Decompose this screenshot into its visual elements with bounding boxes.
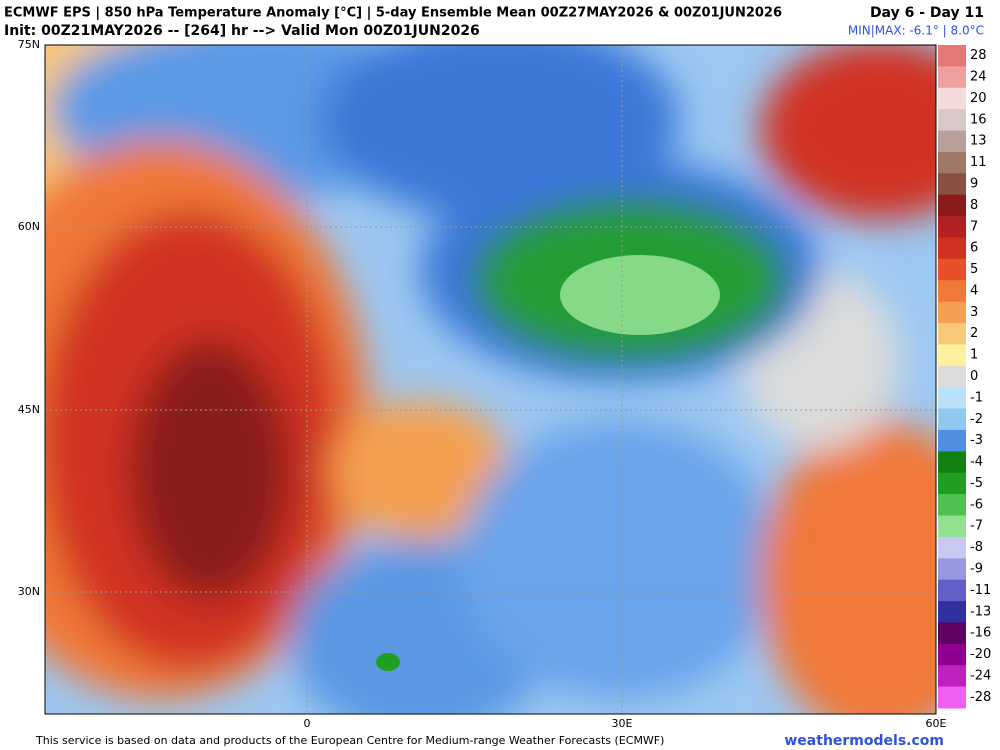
colorbar-label: 28 (970, 48, 987, 63)
colorbar-label: 13 (970, 134, 987, 149)
colorbar-label: 4 (970, 283, 978, 298)
colorbar-label: -3 (970, 433, 983, 448)
colorbar-label: -24 (970, 668, 991, 683)
colorbar-label: -7 (970, 519, 983, 534)
colorbar-swatch (938, 194, 966, 217)
lat-label: 30N (18, 585, 40, 598)
colorbar-label: -13 (970, 604, 991, 619)
colorbar-swatch (938, 451, 966, 474)
colorbar-swatch (938, 558, 966, 581)
colorbar-label: 6 (970, 241, 978, 256)
colorbar-label: -20 (970, 647, 991, 662)
colorbar-swatch (938, 45, 966, 67)
lat-label: 45N (18, 403, 40, 416)
colorbar-label: 2 (970, 326, 978, 341)
title: ECMWF EPS | 850 hPa Temperature Anomaly … (4, 6, 782, 21)
colorbar-swatch (938, 579, 966, 602)
footer-site: weathermodels.com (784, 733, 944, 749)
colorbar-swatch (938, 66, 966, 89)
day-range: Day 6 - Day 11 (870, 5, 984, 21)
colorbar-label: 8 (970, 198, 978, 213)
colorbar-label: 24 (970, 70, 987, 85)
colorbar-label: -11 (970, 583, 991, 598)
colorbar-swatch (938, 622, 966, 645)
colorbar-swatch (938, 515, 966, 538)
lon-label: 60E (926, 717, 947, 730)
colorbar-label: -16 (970, 626, 991, 641)
colorbar-swatch (938, 536, 966, 559)
min-max: MIN|MAX: -6.1° | 8.0°C (848, 24, 984, 38)
colorbar-label: 16 (970, 112, 987, 127)
colorbar-swatch (938, 87, 966, 110)
colorbar-swatch (938, 472, 966, 495)
colorbar-label: 11 (970, 155, 987, 170)
colorbar-swatch (938, 387, 966, 410)
colorbar-label: 1 (970, 348, 978, 363)
colorbar-swatch (938, 494, 966, 517)
colorbar-label: 7 (970, 219, 978, 234)
colorbar-label: -8 (970, 540, 983, 555)
colorbar-swatch (938, 237, 966, 260)
colorbar-swatch (938, 151, 966, 174)
footer-credit: This service is based on data and produc… (35, 734, 664, 747)
colorbar-swatch (938, 429, 966, 452)
colorbar-swatch (938, 216, 966, 238)
colorbar-swatch (938, 109, 966, 132)
subtitle: Init: 00Z21MAY2026 -- [264] hr --> Valid… (4, 23, 480, 39)
colorbar-label: -6 (970, 497, 983, 512)
colorbar-label: -5 (970, 476, 983, 491)
lat-label: 75N (18, 38, 40, 51)
colorbar-label: -28 (970, 690, 991, 705)
colorbar-swatch (938, 130, 966, 153)
colorbar-label: 0 (970, 369, 978, 384)
colorbar-swatch (938, 686, 966, 709)
colorbar-label: -1 (970, 390, 983, 405)
colorbar-swatch (938, 643, 966, 666)
colorbar-label: 20 (970, 91, 987, 106)
colorbar-label: -4 (970, 455, 983, 470)
colorbar-swatch (938, 665, 966, 688)
colorbar-swatch (938, 301, 966, 324)
colorbar-swatch (938, 601, 966, 623)
colorbar-swatch (938, 280, 966, 303)
colorbar-label: -9 (970, 561, 983, 576)
colorbar-label: 9 (970, 177, 978, 192)
colorbar-swatch (938, 323, 966, 345)
colorbar-label: 5 (970, 262, 978, 277)
colorbar-swatch (938, 408, 966, 431)
colorbar-swatch (938, 173, 966, 196)
colorbar-swatch (938, 258, 966, 281)
lon-label: 30E (612, 717, 633, 730)
colorbar-label: 3 (970, 305, 978, 320)
colorbar-swatch (938, 344, 966, 367)
lat-label: 60N (18, 220, 40, 233)
lon-label: 0 (304, 717, 311, 730)
colorbar-label: -2 (970, 412, 983, 427)
colorbar-swatch (938, 365, 966, 388)
